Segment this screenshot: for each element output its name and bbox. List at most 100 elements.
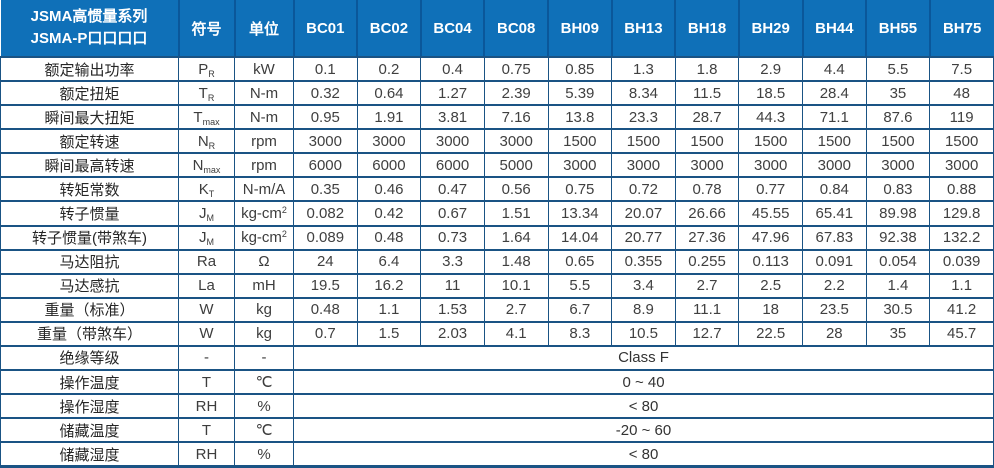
spec-value: 0.64 [356,80,422,107]
spec-span-value: < 80 [293,393,994,420]
row-label: 额定输出功率 [0,55,179,83]
spec-value: 2.7 [483,296,549,323]
spec-value: 1.8 [674,55,740,83]
col-header-unit: 单位 [234,0,295,58]
col-header-model: BC02 [357,0,422,58]
table-row: 转矩常数 KT N-m/A 0.35 0.46 0.47 0.56 0.75 0.72 0.78 0… [0,176,994,203]
spec-value: 35 [865,320,931,347]
row-label: 瞬间最高转速 [0,152,179,179]
spec-value: 3000 [293,128,358,155]
spec-value: 3000 [802,152,867,179]
spec-value: 3000 [420,128,485,155]
col-header-model: BC08 [484,0,549,58]
spec-value: 1.3 [611,55,676,83]
row-label: 重量（带煞车） [0,320,179,347]
spec-value: 0.35 [293,176,358,203]
spec-value: 11 [420,272,485,299]
spec-value: 10.1 [483,272,549,299]
row-label: 马达阻抗 [0,248,179,275]
row-label: 储藏湿度 [0,441,179,468]
spec-value: 3.4 [611,272,676,299]
row-label: 储藏温度 [0,417,179,444]
spec-value: 4.4 [802,55,867,83]
spec-value: 3000 [738,152,803,179]
spec-value: 28.4 [802,80,867,107]
table-title: JSMA高惯量系列 JSMA-P口口口口 [0,0,180,58]
spec-value: 3000 [547,152,613,179]
spec-value: 23.5 [802,296,867,323]
spec-value: 1.64 [483,224,549,251]
spec-value: 12.7 [674,320,740,347]
col-header-model: BH09 [548,0,613,58]
row-unit: kg [234,296,294,323]
row-unit: N-m [234,80,294,107]
row-unit: N-m/A [234,176,294,203]
row-unit: rpm [234,128,294,155]
spec-value: 3.3 [420,248,485,275]
row-label: 转矩常数 [0,176,179,203]
row-symbol: T [178,369,235,396]
spec-value: 67.83 [802,224,867,251]
row-symbol: TR [178,80,235,107]
spec-value: 1500 [802,128,867,155]
table-row: 瞬间最高转速 Nmax rpm 6000 6000 6000 5000 3000 3000 300… [0,152,994,179]
spec-value: 0.56 [483,176,549,203]
spec-value: 14.04 [547,224,613,251]
spec-value: 1500 [547,128,613,155]
table-row: 操作温度 T ℃ 0 ~ 40 [0,369,994,396]
spec-value: 89.98 [865,200,931,227]
spec-value: 0.75 [547,176,613,203]
spec-value: 3000 [611,152,676,179]
spec-value: 0.082 [293,200,358,227]
table-row: 操作湿度 RH% < 80 [0,393,994,420]
spec-value: 6.4 [356,248,422,275]
row-unit: N-m [234,104,294,131]
table-row: 马达阻抗 Ra Ω 24 6.4 3.3 1.48 0.65 0.355 0.255 0.113 0.… [0,248,994,275]
spec-value: 3000 [483,128,549,155]
row-symbol: PR [178,55,235,83]
spec-table-body: 额定输出功率 PR kW 0.1 0.2 0.4 0.75 0.85 1.3 1.8 2.9 4.4 5… [0,55,994,468]
spec-value: 0.67 [420,200,485,227]
table-row: 储藏温度 T ℃ -20 ~ 60 [0,417,994,444]
row-unit: % [234,393,294,420]
col-header-model: BH75 [929,0,994,58]
table-row: 转子惯量(带煞车) JM kg-cm2 0.089 0.48 0.73 1.64 14.04 2… [0,224,994,251]
spec-value: 0.46 [356,176,422,203]
spec-value: 4.1 [483,320,549,347]
spec-value: 48 [929,80,994,107]
spec-value: 132.2 [929,224,994,251]
spec-value: 129.8 [929,200,994,227]
spec-value: 0.48 [293,296,358,323]
row-label: 额定转速 [0,128,179,155]
spec-value: 5.39 [547,80,613,107]
spec-value: 8.3 [547,320,613,347]
spec-span-value: Class F [293,344,994,372]
spec-value: 0.95 [293,104,358,131]
spec-value: 35 [865,80,931,107]
spec-value: 1.1 [356,296,422,323]
spec-value: 6000 [293,152,358,179]
spec-value: 1.53 [420,296,485,323]
table-row: 瞬间最大扭矩 Tmax N-m 0.95 1.91 3.81 7.16 13.8 23.3 28.… [0,104,994,131]
spec-value: 20.77 [611,224,676,251]
spec-value: 1.27 [420,80,485,107]
table-row: 额定输出功率 PR kW 0.1 0.2 0.4 0.75 0.85 1.3 1.8 2.9 4.4 5… [0,55,994,83]
spec-value: 0.47 [420,176,485,203]
spec-value: 0.7 [293,320,358,347]
row-unit: kW [234,55,294,83]
spec-value: 0.65 [547,248,613,275]
row-symbol: Tmax [178,104,235,131]
spec-value: 6.7 [547,296,613,323]
row-label: 转子惯量 [0,200,179,227]
row-label: 额定扭矩 [0,80,179,107]
spec-value: 0.88 [929,176,994,203]
row-symbol: JM [178,200,235,227]
spec-value: 0.78 [674,176,740,203]
row-unit: kg-cm2 [234,224,294,251]
spec-value: 0.113 [738,248,803,275]
spec-value: 3000 [674,152,740,179]
row-unit: Ω [234,248,294,275]
col-header-model: BC01 [293,0,359,58]
spec-value: 2.39 [483,80,549,107]
